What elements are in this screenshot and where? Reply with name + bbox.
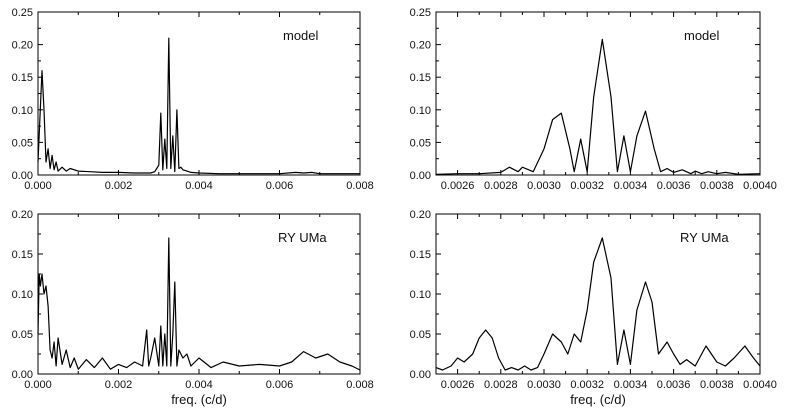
x-tick-label: 0.0032: [570, 379, 604, 391]
x-axis-label: freq. (c/d): [171, 392, 227, 407]
y-tick-label: 0.00: [12, 170, 33, 182]
x-tick-label: 0.0038: [700, 180, 734, 192]
series-line: [37, 237, 361, 371]
x-tick-label: 0.0040: [743, 379, 777, 391]
y-tick-label: 0.20: [410, 209, 431, 221]
y-tick-label: 0.10: [12, 105, 33, 117]
panel-label: model: [684, 28, 720, 43]
series-line: [37, 37, 360, 175]
x-tick-label: 0.0034: [614, 180, 648, 192]
y-tick-label: 0.20: [410, 40, 431, 52]
panel-label: RY UMa: [680, 230, 729, 245]
panel-3: 0.000 0.002 0.004 0.006 0.008 0.00 0.05 0.10 0.1…: [12, 209, 374, 407]
y-tick-label: 0.00: [410, 170, 431, 182]
y-tick-label: 0.25: [12, 7, 33, 19]
y-tick-label: 0.05: [410, 137, 431, 149]
x-tick-label: 0.0034: [614, 379, 648, 391]
y-tick-label: 0.05: [12, 329, 33, 341]
y-tick-label: 0.15: [410, 72, 431, 84]
x-tick-label: 0.0030: [527, 379, 561, 391]
y-tick-label: 0.15: [410, 249, 431, 261]
x-tick-label: 0.002: [105, 180, 133, 192]
y-tick-label: 0.05: [12, 137, 33, 149]
x-tick-label: 0.0036: [657, 379, 691, 391]
y-tick-label: 0.05: [410, 329, 431, 341]
panel-1: 0.000 0.002 0.004 0.006 0.008 0.00 0.05 0.10 0.1…: [12, 7, 374, 192]
y-tick-label: 0.15: [12, 72, 33, 84]
y-tick-label: 0.10: [12, 289, 33, 301]
x-tick-label: 0.0040: [743, 180, 777, 192]
panel-label: model: [283, 28, 319, 43]
y-tick-label: 0.15: [12, 249, 33, 261]
series-line: [435, 38, 761, 175]
y-tick-label: 0.10: [410, 289, 431, 301]
x-tick-label: 0.0028: [484, 379, 518, 391]
x-tick-label: 0.000: [24, 180, 52, 192]
x-tick-label: 0.0030: [527, 180, 561, 192]
y-tick-label: 0.00: [12, 369, 33, 381]
panel-4: 0.0026 0.0028 0.0030 0.0032 0.0034 0.0036 0.00…: [410, 209, 777, 407]
x-tick-label: 0.004: [185, 180, 213, 192]
x-tick-label: 0.006: [266, 379, 294, 391]
y-tick-label: 0.10: [410, 105, 431, 117]
x-tick-label: 0.006: [266, 180, 294, 192]
x-tick-label: 0.008: [346, 379, 374, 391]
y-tick-label: 0.20: [12, 209, 33, 221]
y-tick-label: 0.25: [410, 7, 431, 19]
x-tick-label: 0.0038: [700, 379, 734, 391]
x-tick-label: 0.000: [24, 379, 52, 391]
panel-label: RY UMa: [278, 230, 327, 245]
x-tick-label: 0.0026: [441, 180, 475, 192]
y-tick-label: 0.00: [410, 369, 431, 381]
panel-2: 0.0026 0.0028 0.0030 0.0032 0.0034 0.0036 0.00…: [410, 7, 777, 192]
x-axis-label: freq. (c/d): [570, 392, 626, 407]
x-tick-label: 0.0032: [570, 180, 604, 192]
x-tick-label: 0.008: [346, 180, 374, 192]
series-line: [435, 237, 761, 371]
y-tick-label: 0.20: [12, 40, 33, 52]
x-tick-label: 0.0036: [657, 180, 691, 192]
x-tick-label: 0.004: [185, 379, 213, 391]
x-tick-label: 0.0028: [484, 180, 518, 192]
x-tick-label: 0.0026: [441, 379, 475, 391]
x-tick-label: 0.002: [105, 379, 133, 391]
